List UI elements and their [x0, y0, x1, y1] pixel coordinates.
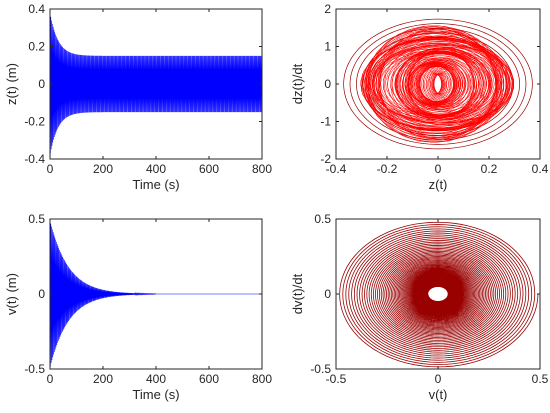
z_phase-ytick-label: 0	[324, 77, 331, 91]
v_time-ytick-label: 0.5	[28, 212, 45, 226]
v_phase-ytick-label: 0.5	[314, 212, 331, 226]
v_phase-ytick-label: 0	[324, 287, 331, 301]
v_time-ylabel: v(t) (m)	[4, 273, 19, 315]
z_phase-ylabel: dz(t)/dt	[290, 63, 305, 104]
z_phase-ytick-label: -2	[320, 152, 331, 166]
z_phase-xtick-label: -0.4	[326, 162, 347, 176]
z-time-series	[50, 12, 262, 154]
z_time-xtick-label: 800	[252, 162, 272, 176]
z_time-xlabel: Time (s)	[132, 177, 179, 192]
z_phase-xtick-label: 0.2	[481, 162, 498, 176]
v_phase-ylabel: dv(t)/dt	[290, 273, 305, 314]
z_time-xtick-label: 0	[47, 162, 54, 176]
v_phase-xlabel: v(t)	[429, 387, 448, 402]
z_time-ytick-label: 0.2	[28, 40, 45, 54]
v_time-xtick-label: 400	[146, 372, 166, 386]
z_phase-xlabel: z(t)	[429, 177, 448, 192]
z-phase-series	[360, 25, 515, 143]
z_time-ytick-label: 0.4	[28, 2, 45, 16]
v_phase-xtick-label: -0.5	[326, 372, 347, 386]
v_time-xtick-label: 600	[199, 372, 219, 386]
z_phase-ytick-label: -1	[320, 115, 331, 129]
v_time-xtick-label: 800	[252, 372, 272, 386]
z_phase-xtick-label: -0.2	[377, 162, 398, 176]
v_time-ytick-label: 0	[38, 287, 45, 301]
z_time-axes: 0 200 400 600 800 -0.4 -0.2 0 0.2 0.4 Time (s) z(t)…	[4, 2, 272, 192]
z_time-xtick-label: 400	[146, 162, 166, 176]
v_time-xtick-label: 200	[93, 372, 113, 386]
z_phase-ytick-label: 1	[324, 40, 331, 54]
v-time-series	[50, 220, 262, 366]
v_time-xlabel: Time (s)	[132, 387, 179, 402]
z_time-ytick-label: -0.2	[24, 115, 45, 129]
z_time-xtick-label: 600	[199, 162, 219, 176]
v_phase-xtick-label: 0.5	[532, 372, 549, 386]
v_phase-axes: -0.5 0 0.5 -0.5 0 0.5 v(t) dv(t)/dt	[290, 212, 549, 402]
z_phase-xtick-label: 0	[435, 162, 442, 176]
z_phase-axes: -0.4 -0.2 0 0.2 0.4 -2 -1 0 1 2 z(t) dz(t)/dt	[290, 2, 549, 192]
v_time-ytick-label: -0.5	[24, 362, 45, 376]
v_phase-ytick-label: -0.5	[310, 362, 331, 376]
v_time-xtick-label: 0	[47, 372, 54, 386]
v-phase-series	[339, 221, 539, 368]
z-phase-outer-orbits	[343, 18, 533, 150]
z_phase-ytick-label: 2	[324, 2, 331, 16]
z_time-ytick-label: 0	[38, 77, 45, 91]
v_phase-xtick-label: 0	[435, 372, 442, 386]
z_phase-xtick-label: 0.4	[532, 162, 549, 176]
z_time-ylabel: z(t) (m)	[4, 63, 19, 105]
z_time-xtick-label: 200	[93, 162, 113, 176]
z_time-ytick-label: -0.4	[24, 152, 45, 166]
